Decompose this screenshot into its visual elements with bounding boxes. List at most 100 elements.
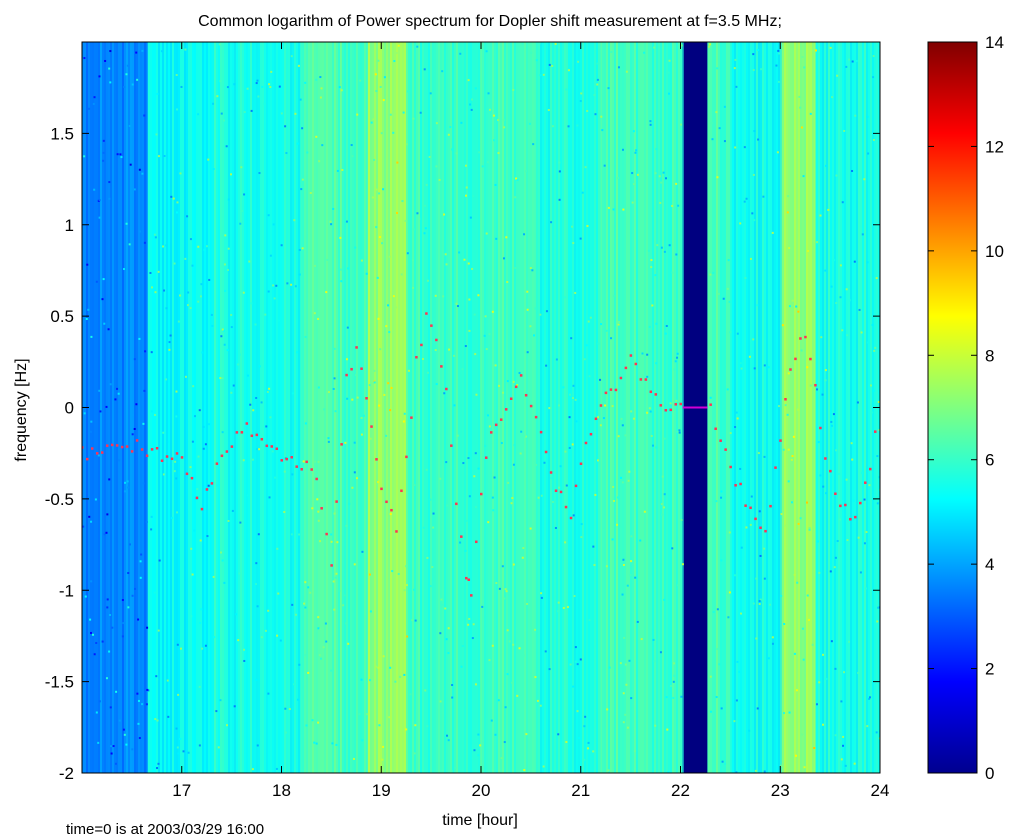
trace-point (440, 365, 443, 368)
noise-pixel (110, 752, 113, 755)
noise-pixel (494, 733, 497, 736)
noise-pixel (95, 280, 98, 283)
noise-pixel (851, 60, 854, 63)
noise-pixel (540, 596, 543, 599)
noise-pixel (628, 659, 631, 662)
noise-pixel (275, 767, 278, 770)
noise-pixel (425, 183, 428, 186)
noise-pixel (224, 289, 227, 292)
noise-pixel (485, 348, 488, 351)
noise-pixel (468, 495, 471, 498)
noise-pixel (588, 375, 591, 378)
spectral-streak (462, 42, 464, 773)
trace-point (664, 408, 668, 412)
spectral-streak (344, 42, 346, 773)
noise-pixel (333, 377, 336, 380)
noise-pixel (374, 73, 377, 76)
spectral-streak (402, 42, 404, 773)
noise-pixel (577, 60, 580, 63)
noise-pixel (83, 57, 86, 60)
noise-pixel (392, 131, 395, 134)
trace-point (250, 434, 254, 438)
noise-pixel (523, 769, 526, 772)
noise-pixel (419, 111, 422, 114)
noise-pixel (833, 259, 836, 262)
noise-pixel (143, 241, 146, 244)
noise-pixel (529, 527, 532, 530)
spectral-streak (180, 42, 182, 773)
noise-pixel (787, 480, 790, 483)
noise-pixel (640, 638, 643, 641)
noise-pixel (179, 647, 182, 650)
noise-pixel (278, 85, 281, 88)
noise-pixel (488, 333, 491, 336)
noise-pixel (220, 335, 223, 338)
noise-pixel (505, 590, 508, 593)
noise-pixel (868, 697, 871, 700)
noise-pixel (819, 214, 822, 217)
noise-pixel (255, 82, 258, 85)
noise-pixel (760, 68, 763, 71)
trace-point (519, 374, 523, 377)
noise-pixel (230, 313, 233, 316)
noise-pixel (212, 575, 215, 578)
spectral-streak (518, 42, 520, 773)
noise-pixel (431, 566, 434, 569)
noise-pixel (233, 705, 236, 708)
noise-pixel (285, 152, 288, 155)
noise-pixel (429, 498, 432, 501)
spectral-streak (770, 42, 772, 773)
trace-point (679, 402, 682, 406)
noise-pixel (369, 610, 372, 613)
spectral-streak (188, 42, 190, 773)
spectral-streak (860, 42, 862, 773)
spectral-streak (484, 42, 486, 773)
noise-pixel (106, 598, 109, 601)
noise-pixel (878, 750, 880, 753)
spectral-streak (574, 42, 576, 773)
spectral-streak (284, 42, 286, 773)
noise-pixel (353, 471, 356, 474)
noise-pixel (606, 708, 609, 711)
noise-pixel (447, 652, 450, 655)
noise-pixel (435, 383, 438, 386)
spectral-streak (390, 42, 392, 773)
noise-pixel (385, 325, 388, 328)
noise-pixel (622, 692, 625, 695)
noise-pixel (320, 87, 323, 90)
noise-pixel (432, 526, 435, 529)
noise-pixel (603, 164, 606, 167)
noise-pixel (617, 323, 620, 326)
spectral-streak (598, 42, 600, 773)
noise-pixel (808, 528, 811, 531)
spectral-streak (370, 42, 372, 773)
noise-pixel (318, 654, 321, 657)
trace-point (579, 462, 583, 466)
noise-pixel (548, 63, 551, 66)
spectral-streak (530, 42, 532, 773)
noise-pixel (740, 367, 743, 370)
noise-pixel (547, 109, 550, 112)
noise-pixel (571, 443, 574, 446)
spectral-streak (716, 42, 718, 773)
noise-pixel (97, 454, 100, 457)
spectral-streak (160, 42, 162, 773)
noise-pixel (716, 608, 719, 611)
spectral-streak (140, 42, 142, 773)
noise-pixel (332, 580, 335, 583)
spectral-streak (830, 42, 832, 773)
noise-pixel (484, 444, 487, 447)
noise-pixel (878, 429, 880, 432)
trace-point (649, 390, 653, 394)
noise-pixel (498, 587, 501, 590)
noise-pixel (583, 725, 586, 728)
spectral-streak (252, 42, 254, 773)
noise-pixel (156, 767, 159, 770)
noise-pixel (821, 393, 824, 396)
noise-pixel (360, 433, 363, 436)
spectral-streak (336, 42, 338, 773)
noise-pixel (220, 551, 223, 554)
noise-pixel (545, 310, 548, 313)
noise-pixel (506, 629, 509, 632)
